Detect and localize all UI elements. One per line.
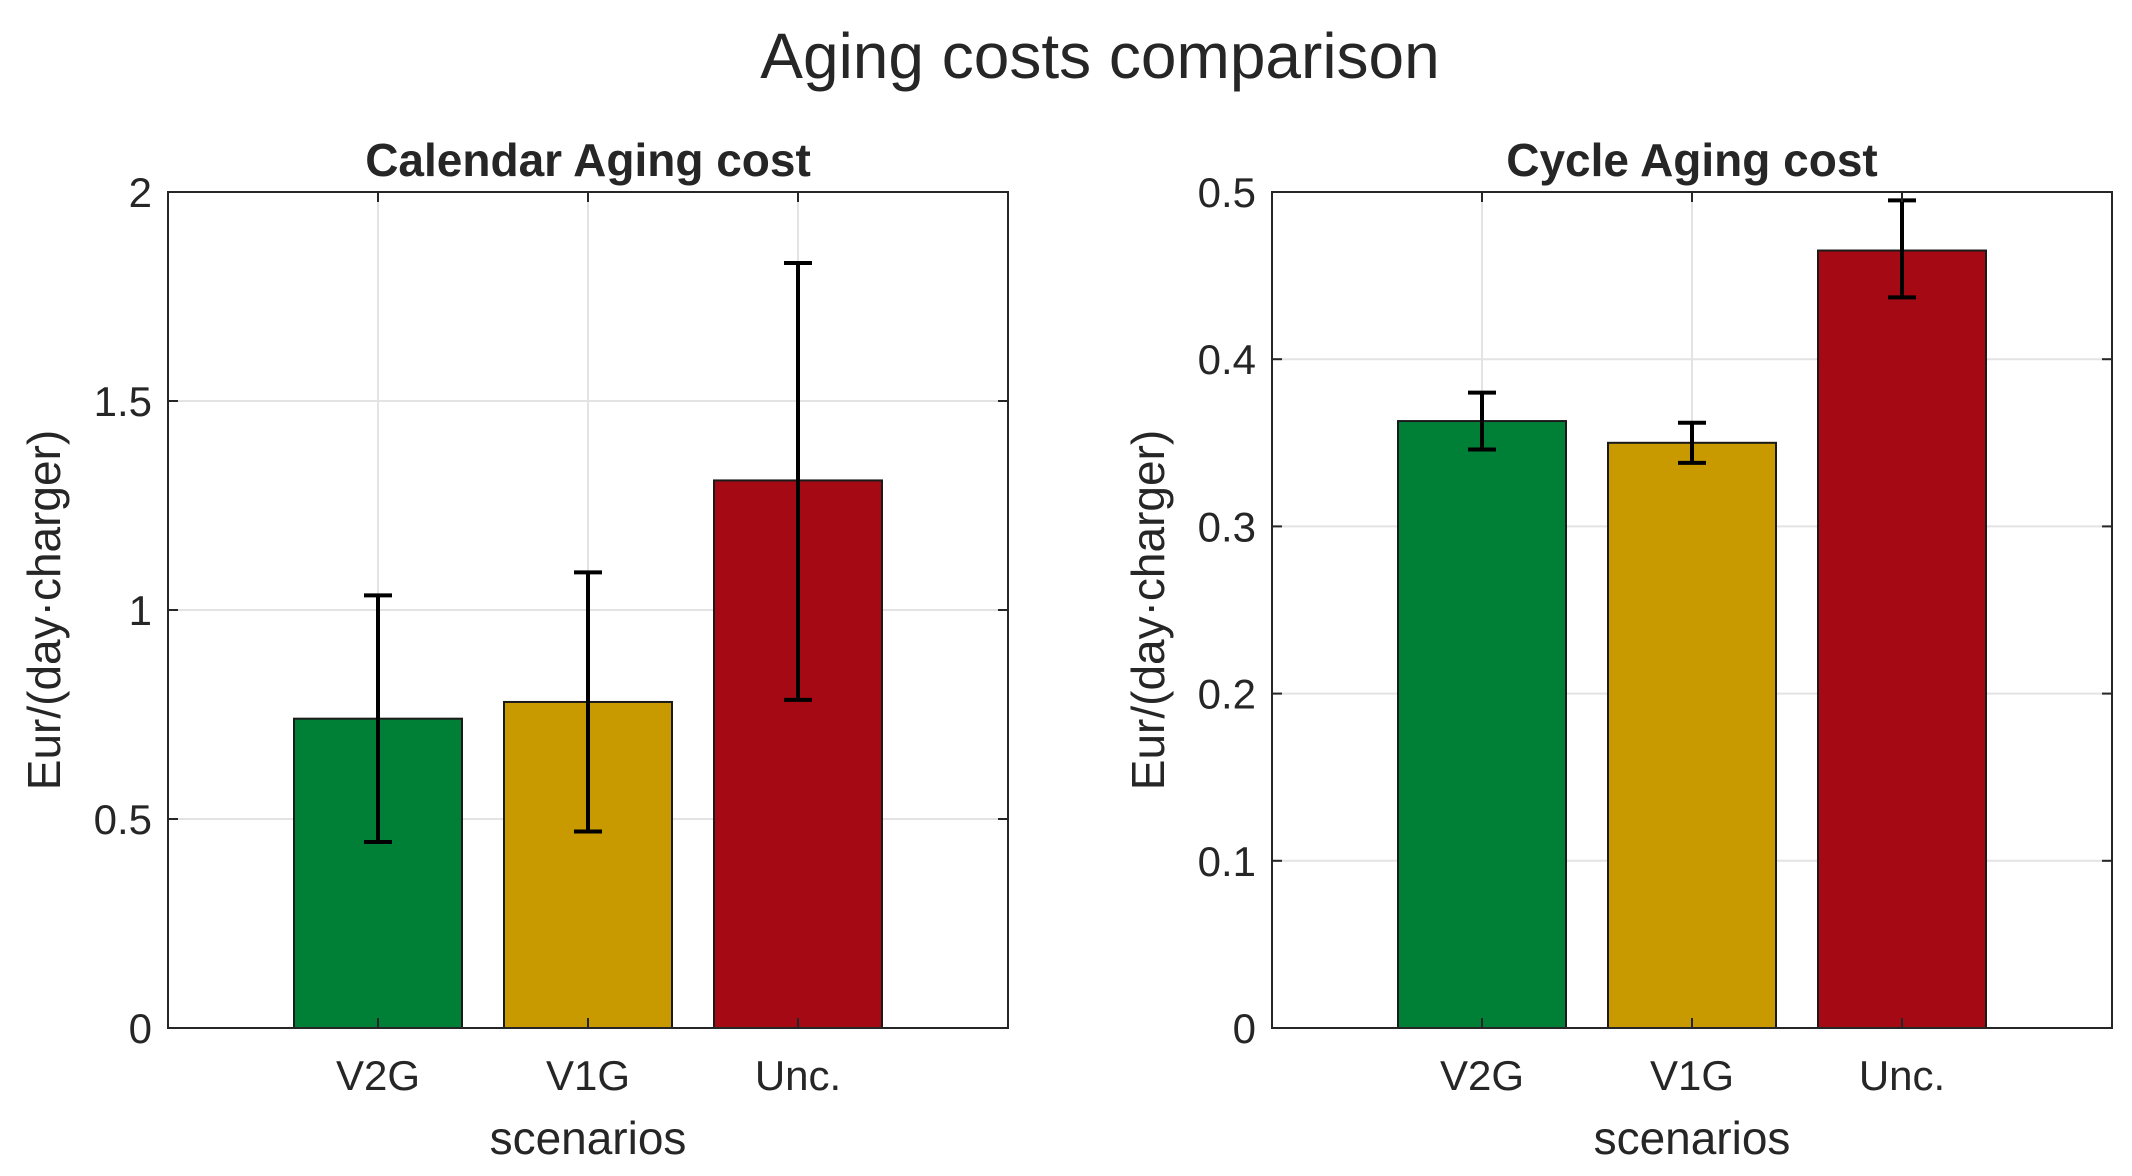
x-tick-label: Unc. (1859, 1052, 1945, 1099)
x-axis-label: scenarios (1594, 1112, 1791, 1164)
error-bar (1678, 420, 1706, 465)
bar-v1g (1607, 441, 1777, 1029)
bar-unc (1817, 249, 1987, 1029)
y-axis-label: Eur/(day·charger) (1122, 430, 1174, 790)
error-bar (784, 261, 812, 702)
y-tick-label: 0 (129, 1005, 152, 1052)
y-tick-label: 0.3 (1198, 503, 1256, 550)
y-tick-label: 1 (129, 587, 152, 634)
y-tick-label: 0 (1233, 1005, 1256, 1052)
chart-0: 0 0.5 1 1.5 2 V2G V1G Unc. Calendar Aging cost sc… (18, 134, 1009, 1164)
error-bar (364, 593, 392, 844)
y-tick-label: 2 (129, 169, 152, 216)
y-tick-label: 0.1 (1198, 838, 1256, 885)
y-axis-label: Eur/(day·charger) (18, 430, 70, 790)
figure-title: Aging costs comparison (760, 20, 1439, 92)
y-tick-label: 0.2 (1198, 671, 1256, 718)
chart-1: 0 0.1 0.2 0.3 0.4 0.5 V2G V1G Unc. Cycle Aging co… (1122, 134, 2113, 1164)
y-tick-label: 1.5 (94, 378, 152, 425)
error-bar (574, 570, 602, 834)
x-axis-label: scenarios (490, 1112, 687, 1164)
bar-v2g (1397, 420, 1567, 1029)
y-tick-label: 0.5 (1198, 169, 1256, 216)
x-tick-label: V2G (1440, 1052, 1524, 1099)
plots-container: 0 0.5 1 1.5 2 V2G V1G Unc. Calendar Aging cost sc… (18, 134, 2113, 1164)
x-tick-label: V2G (336, 1052, 420, 1099)
chart-title: Calendar Aging cost (365, 134, 811, 186)
chart-title: Cycle Aging cost (1506, 134, 1877, 186)
x-tick-label: V1G (546, 1052, 630, 1099)
x-tick-label: Unc. (755, 1052, 841, 1099)
x-tick-label: V1G (1650, 1052, 1734, 1099)
error-bar (1468, 390, 1496, 452)
y-tick-label: 0.5 (94, 796, 152, 843)
y-tick-label: 0.4 (1198, 336, 1256, 383)
